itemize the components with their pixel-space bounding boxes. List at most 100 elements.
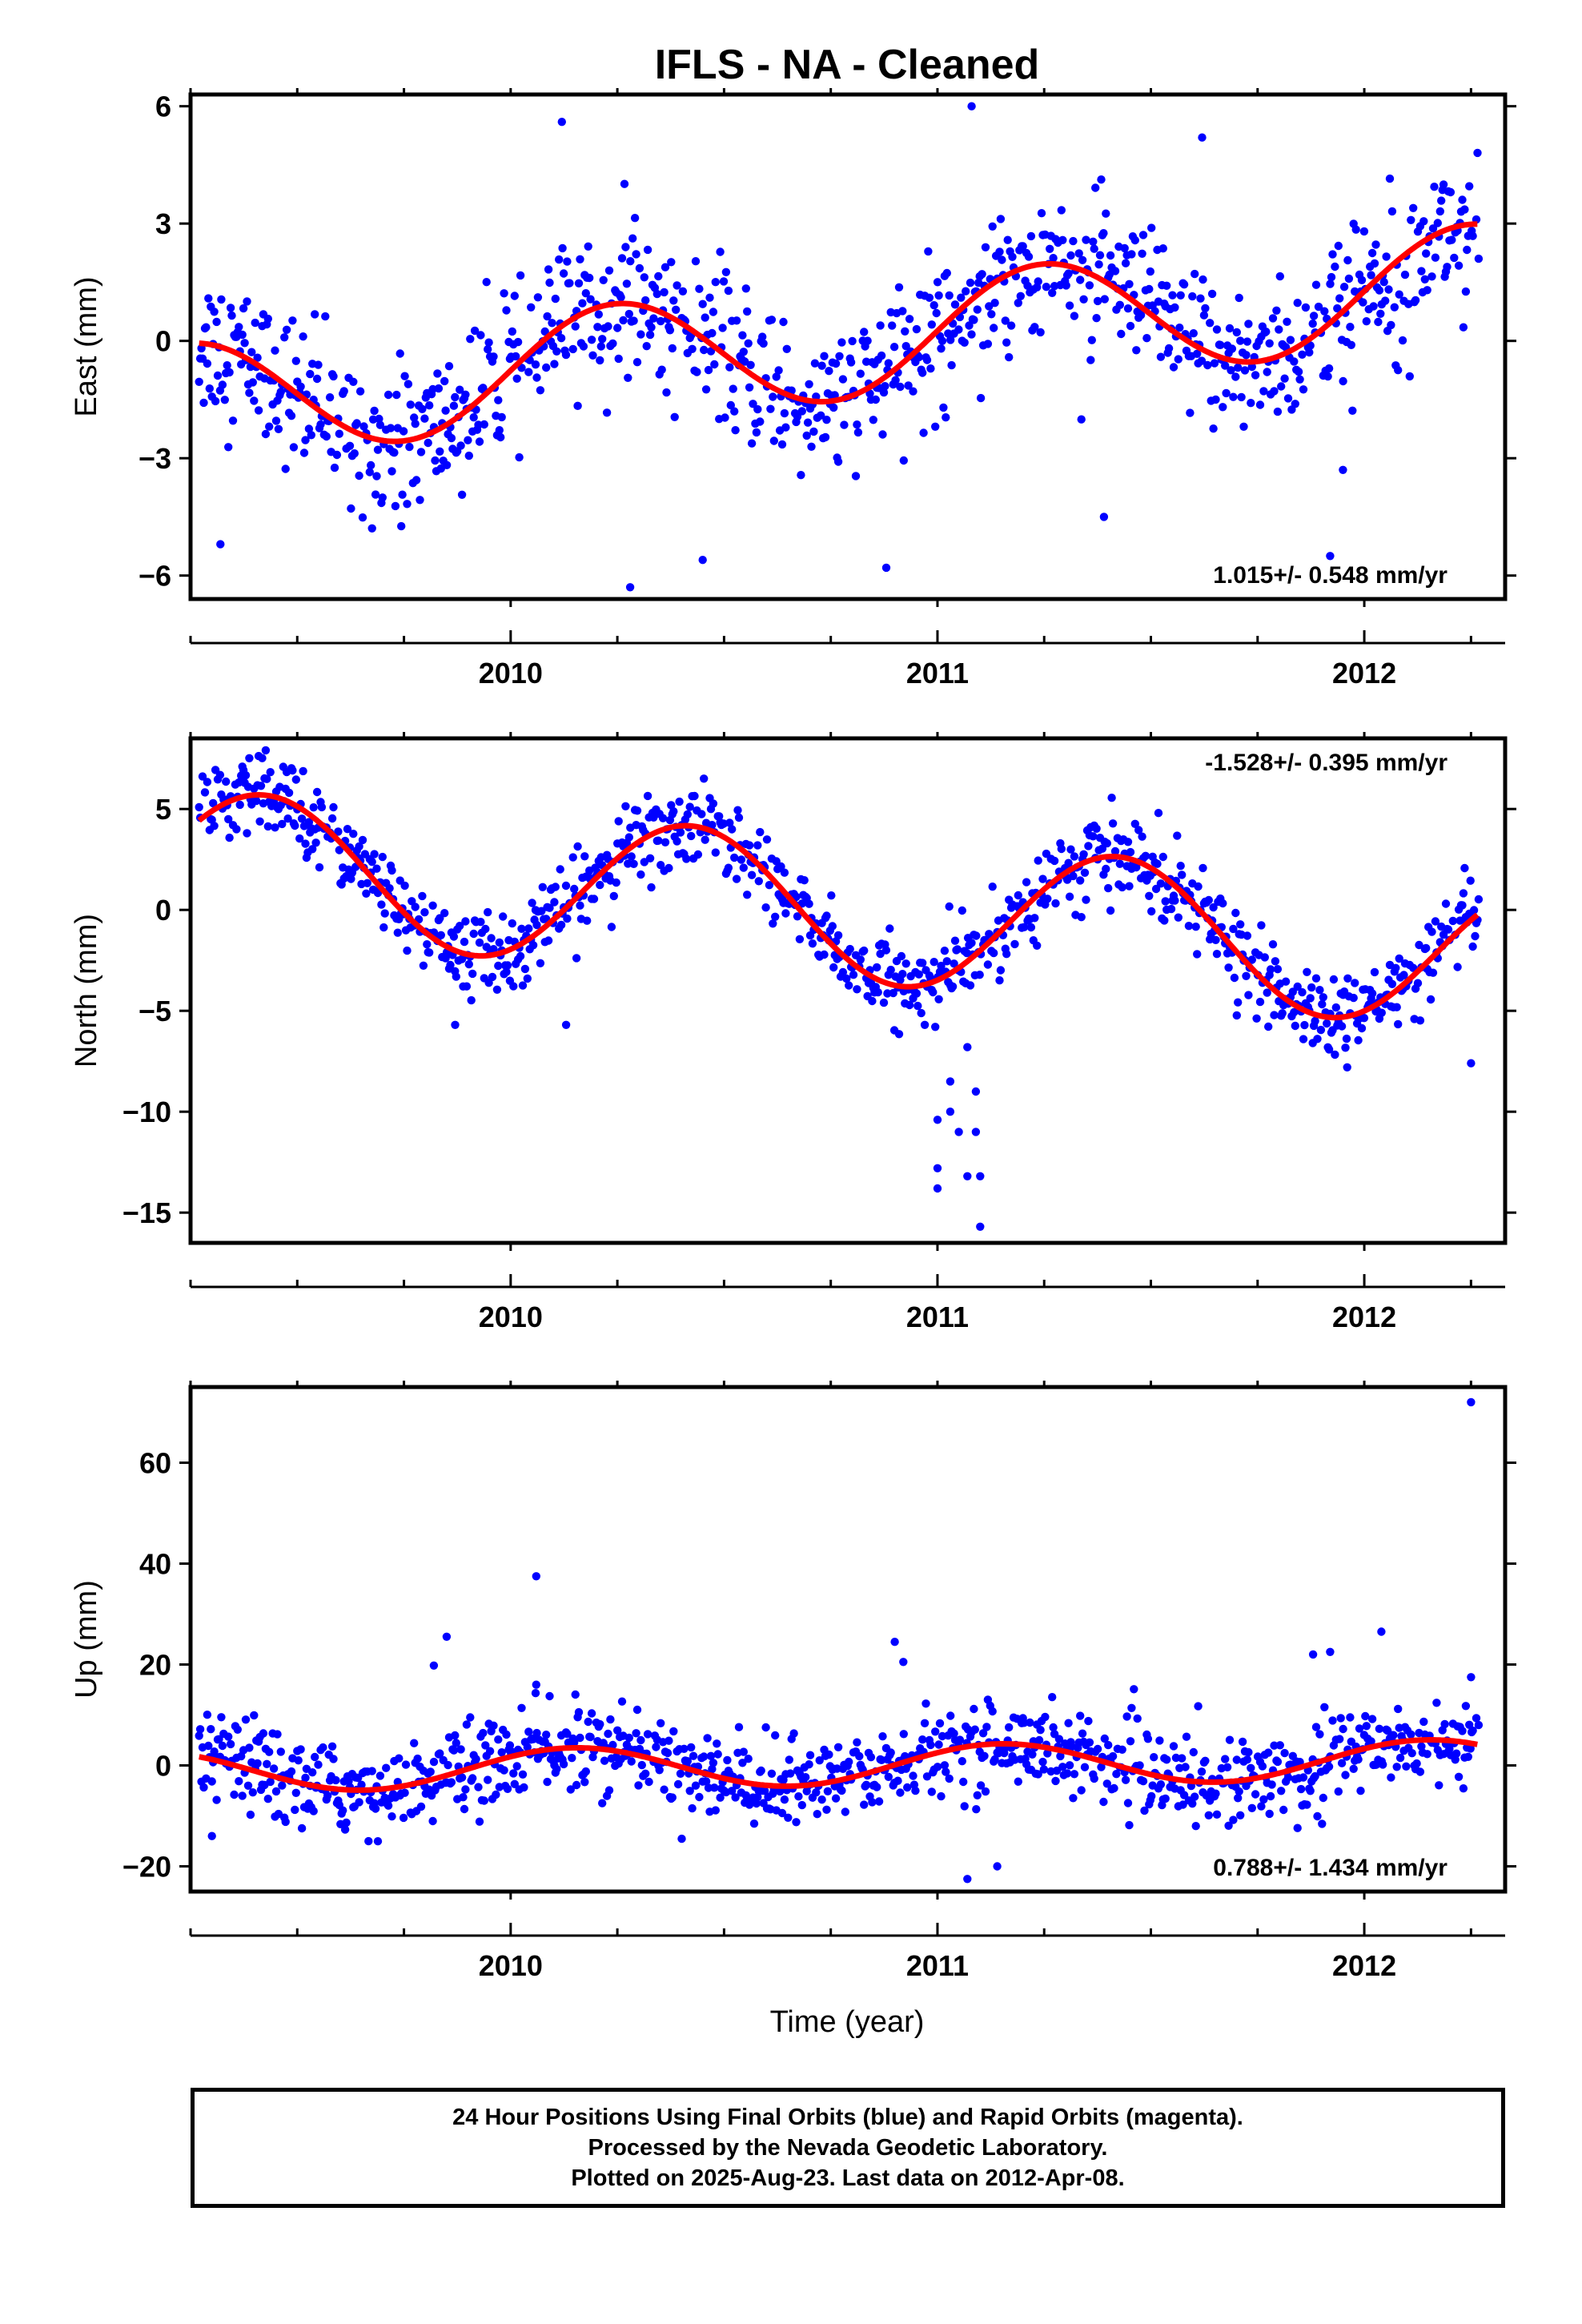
data-point (235, 778, 243, 787)
data-point (1243, 931, 1252, 940)
data-point (1376, 309, 1385, 318)
data-point (1158, 244, 1168, 253)
data-point (1387, 979, 1397, 989)
data-point (673, 281, 681, 290)
data-point (355, 1798, 363, 1807)
data-point (204, 1741, 213, 1751)
data-point (584, 242, 592, 251)
data-point (1283, 394, 1293, 403)
data-point (327, 1742, 337, 1751)
data-point (343, 825, 352, 834)
data-point (981, 243, 990, 251)
data-point (1070, 852, 1079, 861)
data-point (946, 1711, 955, 1720)
data-point (1299, 1773, 1308, 1782)
data-point (1024, 252, 1034, 261)
data-point (331, 1775, 340, 1785)
data-point (1123, 838, 1133, 846)
data-point (1361, 1711, 1370, 1721)
data-point (767, 316, 777, 324)
data-point (967, 330, 976, 339)
data-point (568, 853, 577, 862)
data-point (614, 817, 623, 826)
data-point (295, 834, 304, 843)
data-point (296, 382, 305, 391)
data-point (774, 366, 783, 375)
data-point (688, 344, 697, 353)
data-point (464, 451, 473, 460)
data-point (301, 436, 310, 444)
data-point (239, 304, 248, 313)
data-point (1259, 1795, 1268, 1804)
data-point (996, 215, 1006, 223)
data-point (1036, 328, 1045, 337)
data-point (527, 303, 536, 312)
data-point (1062, 1769, 1072, 1778)
data-point (931, 422, 940, 431)
data-point (1121, 1775, 1130, 1784)
data-point (765, 881, 774, 890)
data-point (316, 420, 325, 429)
data-point (738, 1759, 747, 1767)
data-point (1301, 303, 1311, 312)
data-point (946, 336, 955, 344)
data-point (596, 356, 604, 365)
data-point (497, 412, 506, 422)
data-point (250, 396, 259, 405)
data-point (297, 1823, 307, 1833)
data-point (365, 468, 374, 476)
data-point (939, 403, 948, 412)
data-point (1082, 235, 1090, 244)
data-point (400, 372, 409, 380)
data-point (1043, 1749, 1052, 1758)
data-point (1293, 299, 1302, 308)
data-point (540, 327, 549, 336)
data-point (1349, 1764, 1358, 1773)
data-point (716, 1793, 725, 1802)
data-point (1230, 973, 1239, 983)
data-point (998, 255, 1006, 264)
data-point (210, 308, 219, 316)
data-point (695, 284, 704, 293)
data-point (241, 1715, 251, 1724)
data-point (975, 971, 984, 979)
data-point (520, 1783, 528, 1792)
data-point (1370, 967, 1379, 977)
data-point (687, 831, 696, 841)
data-point (705, 293, 714, 302)
data-point (617, 254, 627, 263)
data-point (719, 277, 729, 286)
data-point (1395, 954, 1403, 963)
data-point (1391, 963, 1400, 973)
data-point (340, 1825, 350, 1834)
data-point (271, 416, 281, 425)
data-point (688, 1803, 697, 1813)
data-point-outlier (899, 1658, 908, 1667)
data-point (1097, 175, 1106, 184)
data-point (760, 1787, 769, 1795)
data-point (266, 768, 275, 777)
data-point (1370, 259, 1379, 268)
data-point (276, 1747, 285, 1756)
data-point (1070, 312, 1079, 320)
data-point (829, 403, 838, 412)
data-point (934, 1740, 943, 1749)
data-point (1465, 182, 1474, 191)
data-point (1162, 1755, 1171, 1764)
data-point (752, 428, 761, 437)
data-point (948, 982, 958, 991)
data-point (1419, 217, 1428, 226)
data-point (489, 1721, 498, 1730)
data-point (1046, 244, 1054, 253)
data-point (1468, 942, 1477, 951)
data-point (1150, 1753, 1158, 1762)
data-point (572, 1780, 581, 1790)
data-point (708, 821, 717, 830)
data-point (1077, 1786, 1086, 1795)
data-point (709, 799, 718, 808)
data-point (296, 1745, 305, 1754)
data-point (660, 287, 669, 297)
data-point (1331, 1003, 1341, 1012)
data-point (1099, 1797, 1108, 1807)
data-point (1079, 295, 1088, 304)
